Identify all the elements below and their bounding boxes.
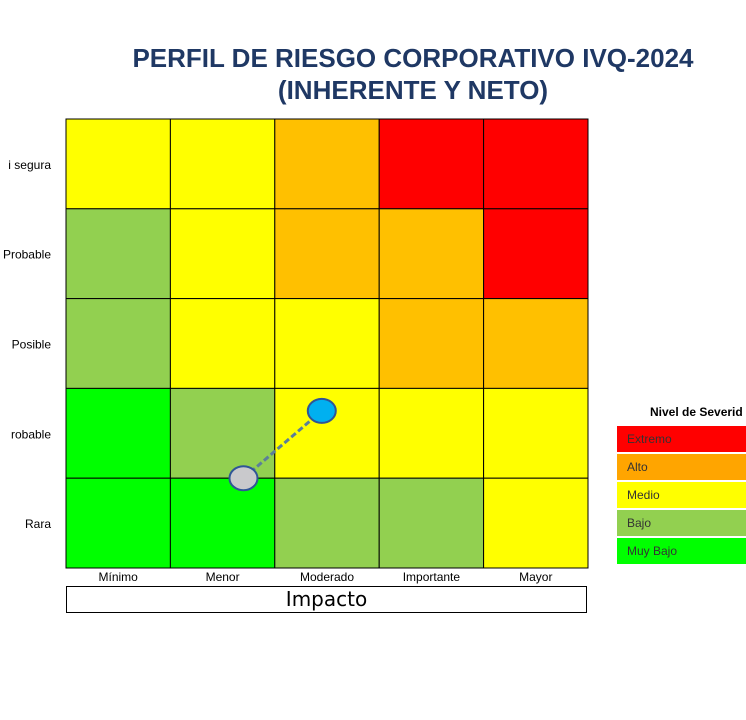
chart-title-line-1: PERFIL DE RIESGO CORPORATIVO IVQ-2024 xyxy=(132,43,694,73)
matrix-cell xyxy=(169,298,276,389)
matrix-cell xyxy=(378,477,485,569)
matrix-cell xyxy=(274,477,380,569)
legend-item: Muy Bajo xyxy=(617,538,746,564)
matrix-cell xyxy=(169,208,276,300)
x-tick-label: Mayor xyxy=(519,570,552,584)
matrix-cell xyxy=(378,208,485,300)
x-tick-label: Moderado xyxy=(300,570,354,584)
legend-item: Extremo xyxy=(617,426,746,452)
matrix-cell xyxy=(483,477,589,569)
legend-items: Extremo Alto Medio Bajo Muy Bajo xyxy=(617,426,746,564)
matrix-cell xyxy=(65,118,171,210)
matrix-cell xyxy=(378,387,485,479)
matrix-cell xyxy=(378,118,485,210)
y-tick-label: Posible xyxy=(12,338,52,352)
x-tick-label: Menor xyxy=(206,570,240,584)
matrix-cell xyxy=(483,118,589,210)
matrix-cell xyxy=(65,387,171,479)
matrix-cell xyxy=(483,208,589,300)
risk-point-inherent xyxy=(306,397,337,424)
matrix-cell xyxy=(274,208,380,300)
matrix-cell xyxy=(274,298,380,389)
chart-title-line-2: (INHERENTE Y NETO) xyxy=(277,75,549,105)
x-axis-title: Impacto xyxy=(66,586,587,613)
chart-title: PERFIL DE RIESGO CORPORATIVO IVQ-2024 (I… xyxy=(66,42,746,106)
severity-legend: Nivel de Severid Extremo Alto Medio Bajo Muy… xyxy=(617,404,746,566)
y-tick-label: Rara xyxy=(25,517,51,531)
y-tick-label: i segura xyxy=(8,158,51,172)
matrix-cell xyxy=(65,298,171,389)
y-tick-label: Probable xyxy=(3,248,51,262)
legend-title: Nivel de Severid xyxy=(650,405,743,419)
legend-item: Medio xyxy=(617,482,746,508)
matrix-cell xyxy=(483,387,589,479)
matrix-cell xyxy=(169,387,276,479)
matrix-cell xyxy=(378,298,485,389)
matrix-cell xyxy=(65,208,171,300)
x-tick-label: Importante xyxy=(403,570,461,584)
inherent-to-net-connector xyxy=(242,409,323,480)
legend-item: Alto xyxy=(617,454,746,480)
matrix-cell xyxy=(169,477,276,569)
matrix-cell xyxy=(65,477,171,569)
risk-point-net xyxy=(228,465,259,492)
matrix-cell xyxy=(274,118,380,210)
matrix-cell xyxy=(483,298,589,389)
y-tick-label: robable xyxy=(11,427,51,441)
matrix-cell xyxy=(169,118,276,210)
legend-item: Bajo xyxy=(617,510,746,536)
x-tick-label: Mínimo xyxy=(99,570,139,584)
